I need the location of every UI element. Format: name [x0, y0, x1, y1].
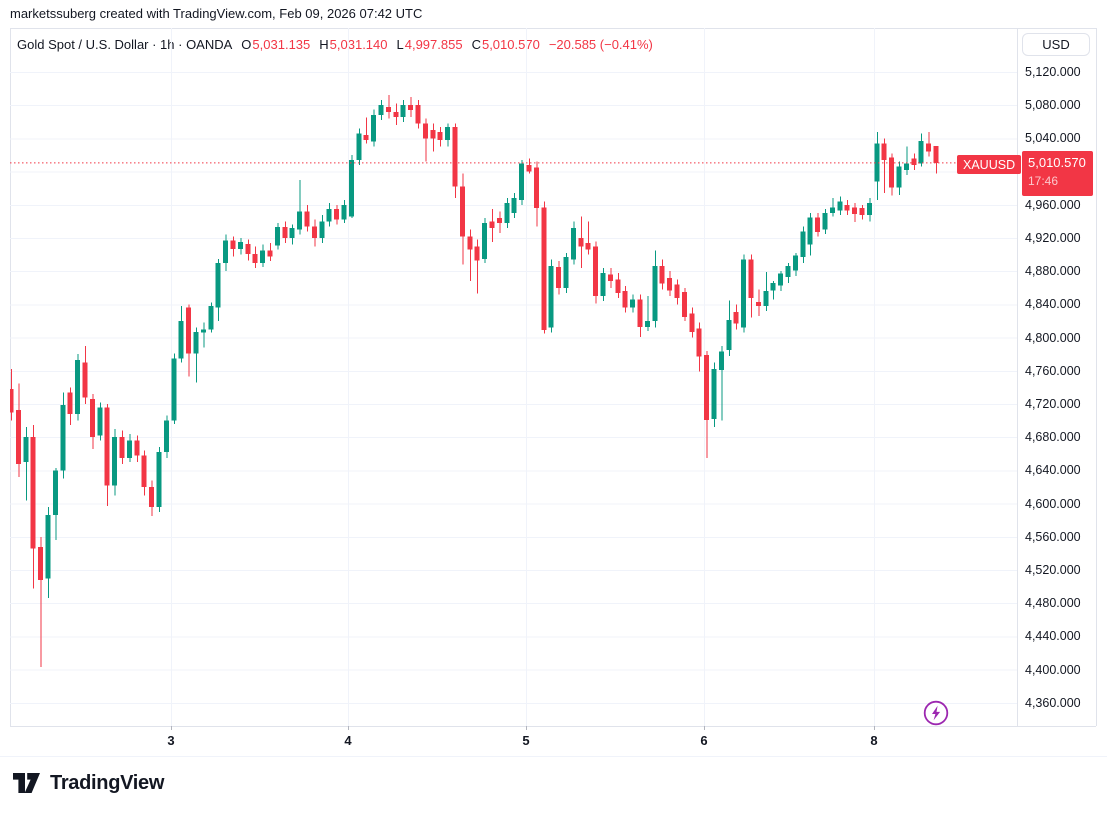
symbol-price-badge: XAUUSD	[957, 155, 1022, 174]
symbol-title[interactable]: Gold Spot / U.S. Dollar · 1h · OANDA	[17, 37, 233, 52]
price-axis-label: 4,680.000	[1025, 430, 1081, 445]
ohlc-low: L 4,997.855	[396, 37, 463, 52]
time-axis-tick	[526, 726, 527, 730]
last-price-label: 5,010.570 17:46	[1022, 151, 1093, 196]
price-axis-separator	[1017, 28, 1018, 726]
price-axis-label: 4,600.000	[1025, 496, 1081, 511]
footer-divider	[0, 756, 1107, 757]
time-axis-label: 3	[167, 733, 175, 748]
price-axis-label: 4,720.000	[1025, 397, 1081, 411]
price-change: −20.585 (−0.41%)	[548, 37, 653, 52]
price-axis-label: 4,520.000	[1025, 563, 1081, 577]
price-axis-label: 4,640.000	[1025, 463, 1081, 478]
price-axis-label: 4,400.000	[1025, 662, 1081, 677]
price-axis-label: 4,920.000	[1025, 231, 1081, 245]
price-axis-label: 5,120.000	[1025, 65, 1081, 79]
chart-right-border	[1096, 28, 1097, 726]
price-axis-label: 4,480.000	[1025, 596, 1081, 611]
time-axis-label: 8	[870, 733, 878, 748]
time-axis-label: 6	[700, 733, 708, 748]
time-axis-separator	[10, 726, 1096, 727]
price-axis-label: 4,840.000	[1025, 297, 1081, 312]
price-axis-label: 4,800.000	[1025, 330, 1081, 345]
currency-button[interactable]: USD	[1022, 33, 1090, 56]
chart-left-border	[10, 28, 11, 726]
ohlc-close: C 5,010.570	[471, 37, 540, 52]
countdown-timer: 17:46	[1028, 173, 1059, 188]
price-axis-label: 5,080.000	[1025, 98, 1081, 113]
ohlc-open: O 5,031.135	[241, 37, 311, 52]
last-price-value: 5,010.570	[1028, 155, 1086, 170]
price-axis-label: 4,760.000	[1025, 363, 1081, 378]
time-axis-tick	[348, 726, 349, 730]
ohlc-high: H 5,031.140	[319, 37, 388, 52]
time-axis-tick	[874, 726, 875, 730]
gridlines	[10, 28, 1017, 726]
price-axis-label: 4,960.000	[1025, 197, 1081, 212]
tradingview-logo-icon	[13, 773, 40, 793]
candles	[10, 95, 939, 668]
lightning-icon[interactable]	[922, 699, 950, 727]
tradingview-logo[interactable]: TradingView	[12, 771, 164, 795]
chart-legend: Gold Spot / U.S. Dollar · 1h · OANDA O 5,…	[17, 37, 653, 52]
price-axis-label: 4,360.000	[1025, 695, 1081, 710]
price-axis-label: 4,880.000	[1025, 264, 1081, 279]
price-axis-label: 5,040.000	[1025, 131, 1081, 146]
time-axis-label: 5	[522, 733, 530, 748]
candlestick-chart[interactable]	[10, 28, 1017, 726]
attribution-text: marketssuberg created with TradingView.c…	[10, 6, 423, 21]
tradingview-logo-text: TradingView	[50, 771, 165, 794]
time-axis-tick	[171, 726, 172, 730]
chart-top-border	[10, 28, 1096, 29]
time-axis-label: 4	[344, 733, 352, 748]
price-axis-label: 4,560.000	[1025, 529, 1081, 544]
price-axis-label: 4,440.000	[1025, 629, 1081, 644]
time-axis-tick	[704, 726, 705, 730]
